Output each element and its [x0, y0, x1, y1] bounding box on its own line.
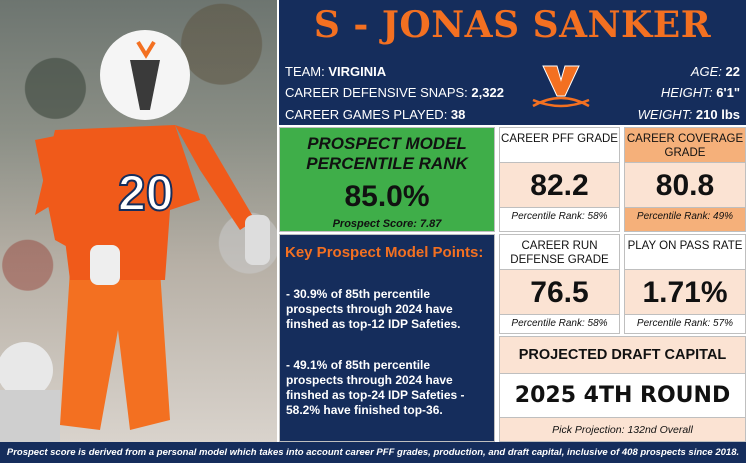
key-points-panel: Key Prospect Model Points: - 30.9% of 85… [279, 234, 495, 442]
height-label: HEIGHT: [660, 85, 717, 100]
height-value: 6'1" [716, 85, 740, 100]
age-value: 22 [725, 64, 740, 79]
stat-label: CAREER COVERAGE GRADE [626, 133, 744, 159]
key-point-item: - 49.1% of 85th percentile prospects thr… [286, 358, 465, 417]
stat-percentile: Percentile Rank: 57% [636, 318, 734, 329]
stat-percentile: Percentile Rank: 49% [636, 211, 734, 222]
stat-value: 82.2 [500, 162, 619, 208]
weight-label: WEIGHT: [637, 107, 696, 122]
player-figure: 20 [0, 30, 270, 442]
team-value: VIRGINIA [328, 64, 387, 79]
prospect-percentile-value: 85.0% [344, 180, 430, 213]
age-label: AGE: [690, 64, 726, 79]
header-panel: S - JONAS SANKER TEAM: VIRGINIA CAREER D… [279, 0, 746, 125]
snaps-label: CAREER DEFENSIVE SNAPS: [285, 85, 472, 100]
stat-value: 76.5 [500, 269, 619, 315]
stat-label: PLAY ON PASS RATE [627, 240, 743, 252]
weight-info: WEIGHT: 210 lbs [638, 107, 740, 122]
draft-capital-card: PROJECTED DRAFT CAPITAL 2025 4TH ROUND P… [499, 336, 746, 442]
age-info: AGE: 22 [691, 64, 740, 79]
stat-percentile: Percentile Rank: 58% [511, 318, 608, 329]
snaps-value: 2,322 [471, 85, 504, 100]
stat-label: CAREER PFF GRADE [501, 133, 618, 145]
games-info: CAREER GAMES PLAYED: 38 [285, 107, 465, 122]
stat-card-coverage-grade: CAREER COVERAGE GRADE 80.8 Percentile Ra… [624, 127, 746, 232]
weight-value: 210 lbs [695, 107, 740, 122]
stat-card-pff-grade: CAREER PFF GRADE 82.2 Percentile Rank: 5… [499, 127, 620, 232]
virginia-logo-icon [532, 65, 590, 108]
stat-percentile: Percentile Rank: 58% [511, 211, 608, 222]
player-title: S - JONAS SANKER [313, 4, 712, 46]
player-photo: 20 [0, 0, 277, 442]
stat-value: 80.8 [625, 162, 745, 208]
stat-card-play-on-pass-rate: PLAY ON PASS RATE 1.71% Percentile Rank:… [624, 234, 746, 334]
draft-heading: PROJECTED DRAFT CAPITAL [500, 337, 745, 374]
draft-round-value: 2025 4TH ROUND [500, 374, 745, 418]
prospect-model-card: PROSPECT MODEL PERCENTILE RANK 85.0% Pro… [279, 127, 495, 232]
stat-label: CAREER RUN DEFENSE GRADE [510, 240, 609, 266]
pick-projection: Pick Projection: 132nd Overall [552, 424, 693, 436]
snaps-info: CAREER DEFENSIVE SNAPS: 2,322 [285, 85, 504, 100]
games-value: 38 [450, 107, 466, 122]
key-point-item: - 30.9% of 85th percentile prospects thr… [286, 287, 461, 331]
prospect-model-title: PROSPECT MODEL PERCENTILE RANK [306, 134, 468, 173]
jersey-number: 20 [118, 165, 174, 221]
team-info: TEAM: VIRGINIA [285, 64, 386, 79]
prospect-score: Prospect Score: 7.87 [332, 218, 442, 230]
footer-note: Prospect score is derived from a persona… [0, 442, 746, 463]
stat-card-run-defense-grade: CAREER RUN DEFENSE GRADE 76.5 Percentile… [499, 234, 620, 334]
stat-value: 1.71% [625, 269, 745, 315]
height-info: HEIGHT: 6'1" [661, 85, 740, 100]
games-label: CAREER GAMES PLAYED: [285, 107, 451, 122]
key-points-heading: Key Prospect Model Points: [285, 244, 484, 261]
team-label: TEAM: [285, 64, 329, 79]
